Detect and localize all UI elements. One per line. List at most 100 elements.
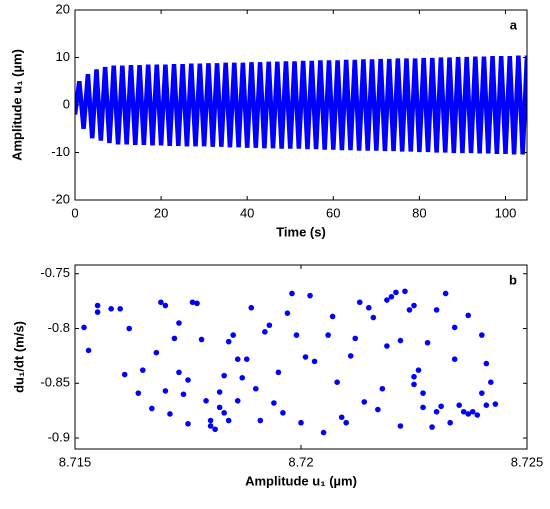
panel: 0 20 40 60 80 100 -20 -10 0 10 20 Time (s) Amplitude… xyxy=(9,1,528,239)
point xyxy=(442,290,449,297)
x-tick-label: 40 xyxy=(240,205,254,220)
point xyxy=(280,410,286,416)
point xyxy=(406,307,413,313)
point xyxy=(289,290,295,297)
point xyxy=(338,414,345,421)
point xyxy=(347,353,354,359)
point xyxy=(420,390,426,396)
point xyxy=(375,406,381,413)
y-tick-label: -0.8 xyxy=(48,320,70,335)
point xyxy=(479,390,485,396)
y-axis-label: Amplitude u₁ (µm) xyxy=(9,49,24,161)
point xyxy=(207,423,214,429)
point xyxy=(411,373,417,380)
point xyxy=(433,307,440,313)
point xyxy=(221,410,227,416)
point xyxy=(488,379,494,385)
x-tick-label: 8.715 xyxy=(59,454,92,469)
point xyxy=(275,369,282,376)
point xyxy=(234,356,241,362)
y-tick-label: -0.9 xyxy=(48,429,70,444)
plot-area xyxy=(81,288,499,436)
point xyxy=(234,398,241,404)
point xyxy=(185,377,191,383)
x-tick-label: 100 xyxy=(495,205,517,220)
point xyxy=(411,381,417,388)
point xyxy=(343,419,350,426)
point xyxy=(451,356,458,362)
panel: 8.715 8.72 8.725 -0.9 -0.85 -0.8 -0.75 Amplitud… xyxy=(11,264,543,488)
point xyxy=(94,309,101,315)
plot-area xyxy=(75,55,527,155)
point xyxy=(108,306,114,312)
point xyxy=(397,337,404,344)
point xyxy=(203,398,209,404)
point xyxy=(189,299,196,306)
point xyxy=(411,302,417,309)
signal-line xyxy=(75,55,527,155)
point xyxy=(479,332,485,338)
y-tick-label: 0 xyxy=(63,96,70,111)
point xyxy=(307,292,313,299)
point xyxy=(397,423,404,429)
point xyxy=(194,300,200,307)
y-axis-label: du₁/dt (m/s) xyxy=(11,321,26,393)
point xyxy=(225,338,232,345)
point xyxy=(329,313,336,320)
point xyxy=(465,411,472,417)
y-tick-label: -0.75 xyxy=(40,265,70,280)
point xyxy=(135,390,142,396)
point xyxy=(149,405,155,412)
point xyxy=(311,358,318,365)
point xyxy=(393,289,399,296)
point xyxy=(94,302,101,309)
point xyxy=(460,408,467,415)
point xyxy=(253,385,259,392)
point xyxy=(388,293,395,300)
point xyxy=(153,349,160,356)
point xyxy=(243,356,250,362)
x-tick-label: 20 xyxy=(154,205,168,220)
point xyxy=(379,385,386,392)
x-axis-label: Amplitude u₁ (µm) xyxy=(245,473,357,488)
y-tick-label: -0.85 xyxy=(40,375,70,390)
point xyxy=(356,299,363,306)
x-axis-label: Time (s) xyxy=(276,224,326,239)
point xyxy=(420,404,426,411)
point xyxy=(207,417,214,424)
panel-letter: a xyxy=(510,17,518,32)
point xyxy=(230,332,236,338)
point xyxy=(162,302,169,309)
point xyxy=(248,304,255,311)
point xyxy=(176,369,182,376)
point xyxy=(366,304,372,311)
point xyxy=(483,360,490,367)
point xyxy=(293,332,300,338)
point xyxy=(465,312,472,319)
point xyxy=(158,299,164,306)
x-tick-label: 60 xyxy=(326,205,340,220)
point xyxy=(171,335,178,342)
point xyxy=(370,314,377,321)
point xyxy=(320,429,327,436)
point xyxy=(429,424,435,430)
point xyxy=(433,408,440,415)
point xyxy=(384,297,390,303)
y-tick-label: 20 xyxy=(56,1,70,16)
point xyxy=(474,412,481,418)
point xyxy=(167,411,173,417)
point xyxy=(162,388,169,394)
point xyxy=(284,310,291,316)
point xyxy=(180,391,187,398)
x-tick-label: 0 xyxy=(71,205,78,220)
point xyxy=(225,417,232,424)
point xyxy=(325,332,331,338)
point xyxy=(266,322,273,329)
point xyxy=(117,306,123,312)
point xyxy=(456,402,463,408)
point xyxy=(334,379,340,385)
x-tick-label: 80 xyxy=(412,205,426,220)
panel-letter: b xyxy=(509,272,517,287)
point xyxy=(216,404,223,411)
point xyxy=(415,367,422,373)
